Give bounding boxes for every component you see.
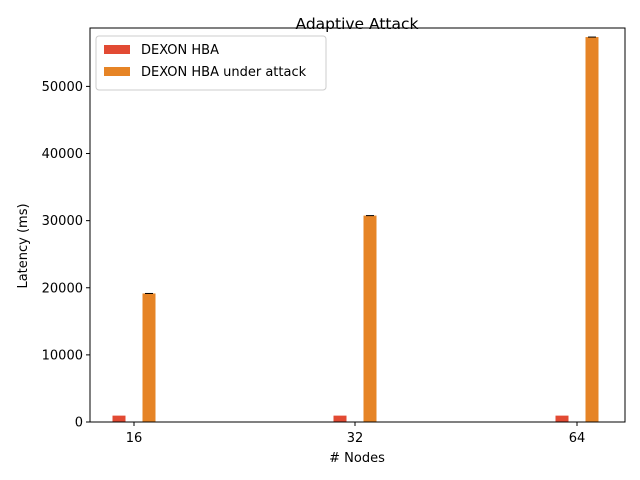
legend: DEXON HBA DEXON HBA under attack [95,35,327,91]
legend-label-dexon-hba: DEXON HBA [141,43,219,58]
legend-swatch-dexon-hba [104,45,130,54]
x-axis-title: # Nodes [329,451,385,466]
y-tick-label-20000: 20000 [42,281,83,296]
bar-dexon-hba-16 [112,415,126,422]
plot-area: 0 10000 20000 30000 40000 50000 16 32 64 [42,27,626,446]
y-axis-title: Latency (ms) [16,203,31,288]
x-tick-label-16: 16 [126,431,143,446]
y-tick-label-50000: 50000 [42,80,83,95]
x-tick-label-32: 32 [347,431,364,446]
y-tick-label-30000: 30000 [42,214,83,229]
legend-label-dexon-hba-under-attack: DEXON HBA under attack [141,65,307,80]
y-tick-label-0: 0 [75,416,83,431]
bar-dexon-hba-32 [333,415,347,422]
bar-dexon-hba-under-attack-16 [142,293,156,422]
bar-dexon-hba-under-attack-32 [363,215,377,422]
y-tick-label-10000: 10000 [42,348,83,363]
y-tick-label-40000: 40000 [42,147,83,162]
legend-box [95,35,327,91]
x-tick-label-64: 64 [569,431,586,446]
legend-swatch-dexon-hba-under-attack [104,67,130,76]
bar-dexon-hba-under-attack-64 [585,37,599,422]
chart-title: Adaptive Attack [295,15,418,33]
axes-frame [89,27,626,423]
bar-dexon-hba-64 [555,415,569,422]
